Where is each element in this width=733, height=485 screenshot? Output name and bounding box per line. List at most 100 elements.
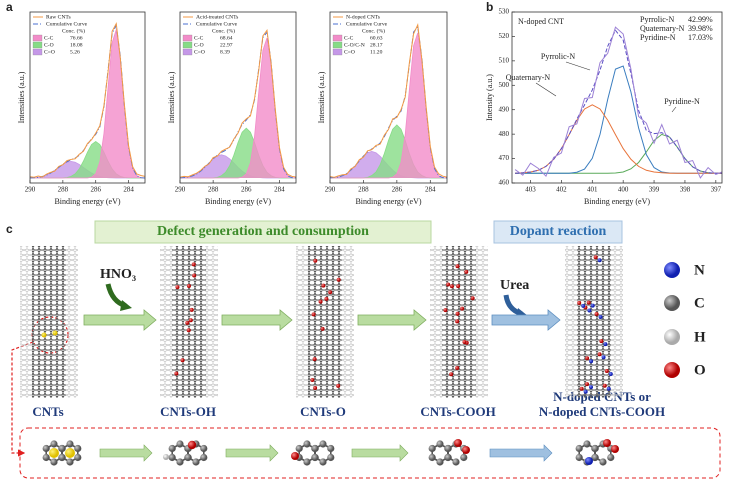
atom: [291, 452, 299, 460]
x-tick-label: 288: [208, 186, 219, 194]
atom: [295, 444, 303, 453]
atom: [454, 439, 462, 447]
plot-frame: [329, 11, 448, 184]
area: [330, 124, 447, 179]
defect-atom: [189, 307, 194, 312]
panel-label: a: [6, 0, 13, 14]
series-line: [180, 28, 296, 178]
x-tick-label: 290: [175, 186, 186, 194]
defect-atom: [455, 319, 460, 324]
dopant-atom: [589, 385, 594, 390]
stage-label: CNTs-COOH: [420, 404, 495, 419]
ratio-table-cell: 42.99%: [688, 15, 713, 24]
defect-atom: [586, 300, 591, 305]
atom: [319, 440, 327, 448]
atom: [50, 458, 58, 466]
atom-icon: [664, 262, 680, 278]
defect-atom: [321, 283, 326, 288]
peak-label: Quaternary-N: [506, 73, 551, 82]
atom: [460, 453, 468, 462]
legend-conc: 5.26: [70, 49, 80, 55]
defect-atom: [185, 320, 190, 325]
atom: [311, 453, 319, 462]
legend-header: Conc. (%): [212, 27, 235, 34]
y-axis-label: Intensities (a.u.): [17, 71, 26, 123]
legend-swatch: [32, 34, 43, 42]
atom: [327, 453, 335, 462]
defect-atom: [186, 328, 191, 333]
legend-label: C-O: [194, 42, 204, 48]
atom: [58, 453, 66, 462]
peak-pointer: [535, 82, 557, 97]
x-tick-label: 284: [274, 186, 285, 194]
legend-conc: 11.20: [370, 49, 383, 55]
atom: [74, 444, 82, 453]
atom: [74, 453, 82, 462]
x-tick-label: 290: [25, 186, 36, 194]
banner-text: Dopant reaction: [510, 224, 607, 239]
banner: [94, 220, 432, 244]
defect-atom: [455, 264, 460, 269]
legend-conc: 18.08: [70, 42, 83, 48]
series-line: [515, 133, 722, 174]
atom: [66, 440, 74, 448]
dopant-atom: [590, 303, 595, 308]
process-arrow: [83, 309, 157, 331]
x-tick-label: 400: [618, 186, 629, 194]
defect-atom: [594, 311, 599, 316]
legend-swatch: [332, 48, 343, 56]
plot-frame: [511, 11, 723, 184]
legend-swatch: [32, 41, 43, 49]
atom: [42, 453, 50, 462]
defect-atom: [585, 356, 590, 361]
atom: [184, 453, 192, 462]
legend-label: Cumulative Curve: [346, 21, 388, 27]
area: [180, 128, 296, 179]
x-tick-label: 284: [123, 186, 134, 194]
atom: [303, 440, 311, 448]
stage-label: CNTs: [32, 404, 63, 419]
area: [180, 37, 296, 179]
defect-atom: [462, 339, 467, 344]
dopant-atom: [598, 314, 603, 319]
legend-conc: 68.64: [220, 35, 233, 41]
atom: [575, 444, 583, 453]
dopant-atom: [608, 372, 613, 377]
atom: [200, 453, 208, 462]
defect-atom: [602, 383, 607, 388]
atom: [575, 453, 583, 462]
plot-area: [30, 21, 145, 179]
peak-pointer: [671, 106, 677, 113]
defect-atom: [599, 339, 604, 344]
atom: [607, 453, 615, 462]
dopant-atom: [583, 389, 588, 394]
defect-atom: [449, 372, 454, 377]
reagent: HNO₃: [100, 267, 136, 282]
atom: [452, 458, 460, 466]
dopant-atom: [603, 342, 608, 347]
x-tick-label: 288: [58, 186, 69, 194]
atom: [444, 453, 452, 462]
defect-atom: [324, 296, 329, 301]
peak-pointer: [565, 61, 591, 71]
atom: [42, 444, 50, 453]
nanotube-front: [577, 246, 611, 398]
peak-label: Pyrrolic-N: [541, 52, 575, 61]
atom: [327, 444, 335, 453]
dopant-atom: [581, 303, 586, 308]
legend-conc: 28.17: [370, 42, 383, 48]
dopant-site: [41, 332, 47, 338]
area: [30, 141, 145, 179]
x-tick-label: 286: [241, 186, 252, 194]
defect-atom: [460, 306, 465, 311]
legend-swatch: [32, 48, 43, 56]
legend-label: C=O: [344, 49, 355, 55]
series-line: [330, 22, 447, 178]
defect-atom: [336, 277, 341, 282]
atom-icon: [664, 362, 680, 378]
ratio-table-cell: Quaternary-N: [640, 24, 685, 33]
atom: [428, 453, 436, 462]
atom-label: N: [694, 262, 705, 278]
area: [180, 154, 296, 179]
series-line: [514, 26, 722, 179]
